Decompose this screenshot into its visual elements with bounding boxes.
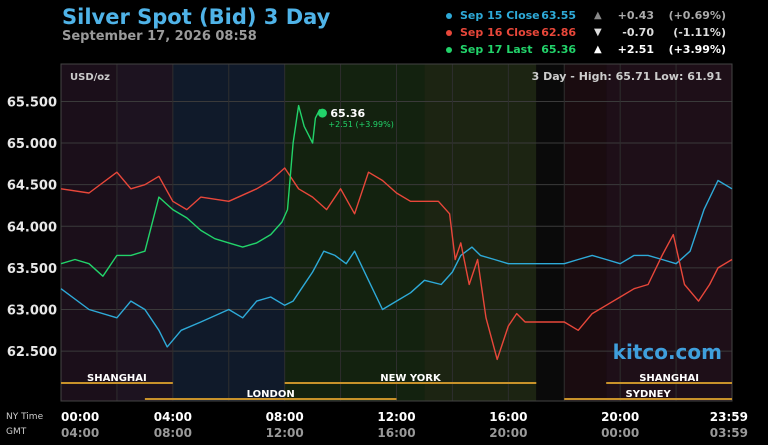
- last-change-label: +2.51 (+3.99%): [328, 120, 393, 129]
- legend-percent: (-1.11%): [673, 26, 726, 39]
- ny-time-tick: 08:00: [266, 410, 304, 424]
- ny-time-label: NY Time: [6, 412, 44, 422]
- session-label: NEW YORK: [380, 373, 442, 384]
- gmt-time-tick: 16:00: [377, 426, 415, 440]
- watermark: kitco.com: [613, 340, 722, 364]
- session-label: SYDNEY: [626, 389, 672, 400]
- legend-change: -0.70: [622, 26, 654, 39]
- ny-time-tick: 20:00: [601, 410, 639, 424]
- y-tick-label: 63.000: [7, 303, 57, 318]
- legend-percent: (+0.69%): [668, 9, 726, 22]
- ny-time-tick: 00:00: [61, 410, 99, 424]
- legend-change: +0.43: [617, 9, 654, 22]
- legend-value: 65.36: [541, 43, 576, 56]
- up-arrow-icon: ▲: [594, 44, 602, 55]
- session-band: [606, 64, 732, 401]
- session-label: LONDON: [247, 389, 295, 400]
- y-tick-label: 64.000: [7, 220, 57, 235]
- series-line: [60, 179, 733, 348]
- legend-change: +2.51: [617, 43, 654, 56]
- y-tick-label: 65.500: [7, 95, 57, 110]
- session-band: [284, 64, 425, 401]
- plot-frame: [60, 63, 733, 402]
- series-line: [60, 104, 323, 277]
- last-value-label: 65.36: [330, 107, 365, 120]
- y-tick-label: 62.500: [7, 345, 57, 360]
- session-band: [116, 64, 173, 401]
- legend-dot-icon: [446, 13, 452, 19]
- ny-time-tick: 16:00: [489, 410, 527, 424]
- legend-name: Sep 15 Close: [460, 9, 540, 22]
- session-label: SHANGHAI: [87, 373, 147, 384]
- ny-time-tick: 04:00: [154, 410, 192, 424]
- y-tick-label: 64.500: [7, 179, 57, 194]
- legend-value: 62.86: [541, 26, 576, 39]
- y-tick-label: 63.500: [7, 262, 57, 277]
- series-line: [60, 167, 733, 361]
- gmt-time-tick: 04:00: [61, 426, 99, 440]
- session-band: [564, 64, 607, 401]
- legend-percent: (+3.99%): [668, 43, 726, 56]
- gmt-time-tick: 20:00: [489, 426, 527, 440]
- gmt-time-tick: 00:00: [601, 426, 639, 440]
- chart-title: Silver Spot (Bid) 3 Day: [62, 5, 331, 29]
- gmt-time-tick: 03:59: [710, 426, 748, 440]
- legend-dot-icon: [446, 47, 452, 53]
- legend-name: Sep 16 Close: [460, 26, 540, 39]
- session-band: [536, 64, 565, 401]
- down-arrow-icon: ▼: [594, 27, 602, 38]
- gmt-label: GMT: [6, 427, 27, 437]
- unit-label: USD/oz: [70, 72, 110, 83]
- legend-value: 63.55: [541, 9, 576, 22]
- y-tick-label: 65.000: [7, 137, 57, 152]
- gmt-time-tick: 08:00: [154, 426, 192, 440]
- session-band: [61, 64, 117, 401]
- ny-time-tick: 23:59: [710, 410, 748, 424]
- last-point-dot-icon: [317, 108, 327, 118]
- legend-dot-icon: [446, 30, 452, 36]
- chart-subtitle: September 17, 2026 08:58: [62, 29, 257, 44]
- session-band: [424, 64, 537, 401]
- gmt-time-tick: 12:00: [266, 426, 304, 440]
- session-label: SHANGHAI: [639, 373, 699, 384]
- range-label: 3 Day - High: 65.71 Low: 61.91: [532, 70, 722, 83]
- legend-name: Sep 17 Last: [460, 43, 533, 56]
- up-arrow-icon: ▲: [594, 10, 602, 21]
- ny-time-tick: 12:00: [377, 410, 415, 424]
